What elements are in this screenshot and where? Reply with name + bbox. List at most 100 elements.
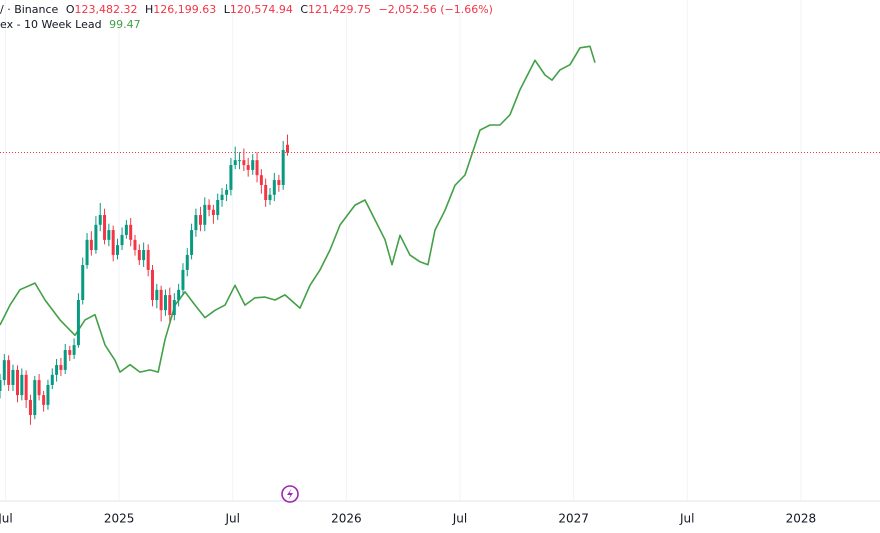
candle-body (163, 295, 167, 311)
candle-body (242, 160, 246, 166)
candle-body (146, 250, 150, 270)
x-tick-label: 2026 (331, 512, 362, 526)
candle-body (76, 300, 80, 346)
candle-body (85, 239, 89, 266)
candle-body (50, 374, 54, 385)
candle-body (11, 369, 15, 385)
candle-body (33, 380, 37, 416)
legend-index: ex - 10 Week Lead 99.47 (0, 17, 145, 32)
candle-body (37, 380, 41, 396)
candle-body (107, 230, 111, 240)
value: 121,429.75 (308, 3, 372, 16)
label: C (300, 3, 309, 16)
candle-body (151, 269, 154, 300)
candle-body (116, 245, 119, 255)
candle-body (229, 165, 233, 190)
icon-bolt (287, 488, 293, 500)
candle-body (268, 194, 272, 200)
candle-body (72, 345, 76, 355)
candle-body (216, 200, 220, 216)
candle-body (42, 395, 46, 405)
candle-body (120, 234, 124, 246)
candle-body (203, 204, 207, 225)
candle-body (2, 360, 6, 381)
ohlc-low: L120,574.94 (224, 3, 293, 16)
series-value: 99.47 (109, 18, 141, 31)
candle-body (272, 180, 276, 195)
candle-body (111, 230, 115, 255)
label: O (65, 3, 75, 16)
ohlc-close: C121,429.75 (300, 3, 371, 16)
candle-body (20, 374, 24, 396)
candle-body (194, 215, 198, 231)
candle-body (233, 160, 237, 166)
events-icon[interactable] (281, 485, 299, 503)
candle-body (168, 295, 172, 316)
candle-body (103, 215, 107, 240)
candle-body (185, 254, 189, 270)
candle-body (286, 144, 289, 153)
label: H (144, 3, 154, 16)
candle-body (181, 269, 185, 290)
candle-body (129, 224, 133, 240)
x-tick-label: 2028 (786, 512, 817, 526)
candle-body (255, 160, 259, 176)
candle-body (24, 374, 28, 400)
ohlc-open: O123,482.32 (66, 3, 138, 16)
index-line (0, 45, 596, 373)
icon-ring (281, 485, 299, 503)
candle-body (46, 384, 50, 405)
candle-body (281, 150, 285, 185)
candle-body (98, 215, 102, 225)
candle-body (225, 189, 229, 195)
candle-body (177, 289, 181, 300)
candle-body (220, 194, 224, 200)
x-tick-label: Jul (224, 512, 239, 526)
candle-body (198, 215, 202, 225)
candle-body (211, 209, 215, 216)
x-tick-label: 2027 (558, 512, 589, 526)
candle-body (190, 230, 194, 255)
legend-ohlc: / · Binance O123,482.32 H126,199.63 L120… (0, 2, 497, 17)
value: 126,199.63 (153, 3, 217, 16)
candle-body (259, 175, 263, 185)
candle-body (55, 365, 59, 375)
candle-body (207, 204, 211, 210)
x-tick-label: Jul (452, 512, 467, 526)
value: 120,574.94 (229, 3, 293, 16)
candle-body (63, 350, 67, 370)
candle-body (159, 289, 163, 311)
candle-body (264, 184, 268, 200)
candle-body (0, 380, 2, 391)
candle-body (16, 369, 19, 396)
candle-body (7, 360, 11, 385)
x-tick-label: Jul (679, 512, 694, 526)
candle-body (172, 300, 176, 316)
candle-body (142, 250, 146, 261)
candle-body (81, 265, 85, 300)
value: 123,482.32 (74, 3, 138, 16)
change: −2,052.56 (−1.66%) (378, 3, 493, 16)
x-tick-label: 2025 (104, 512, 135, 526)
candle-body (89, 239, 93, 250)
x-tick-label: Jul (0, 512, 13, 526)
candle-body (124, 224, 128, 235)
candle-body (59, 365, 63, 370)
label: L (223, 3, 230, 16)
candle-body (277, 180, 281, 185)
series-name: ex - 10 Week Lead (0, 18, 102, 31)
candle-body (238, 160, 242, 162)
candle-body (68, 350, 72, 355)
candle-body (251, 160, 255, 170)
candle-body (155, 289, 159, 300)
candle-body (94, 224, 98, 250)
candle-body (137, 250, 141, 261)
candle-body (246, 165, 250, 170)
candle-body (133, 239, 137, 250)
symbol: / · Binance (0, 3, 59, 16)
candle-body (28, 400, 32, 416)
ohlc-high: H126,199.63 (145, 3, 216, 16)
